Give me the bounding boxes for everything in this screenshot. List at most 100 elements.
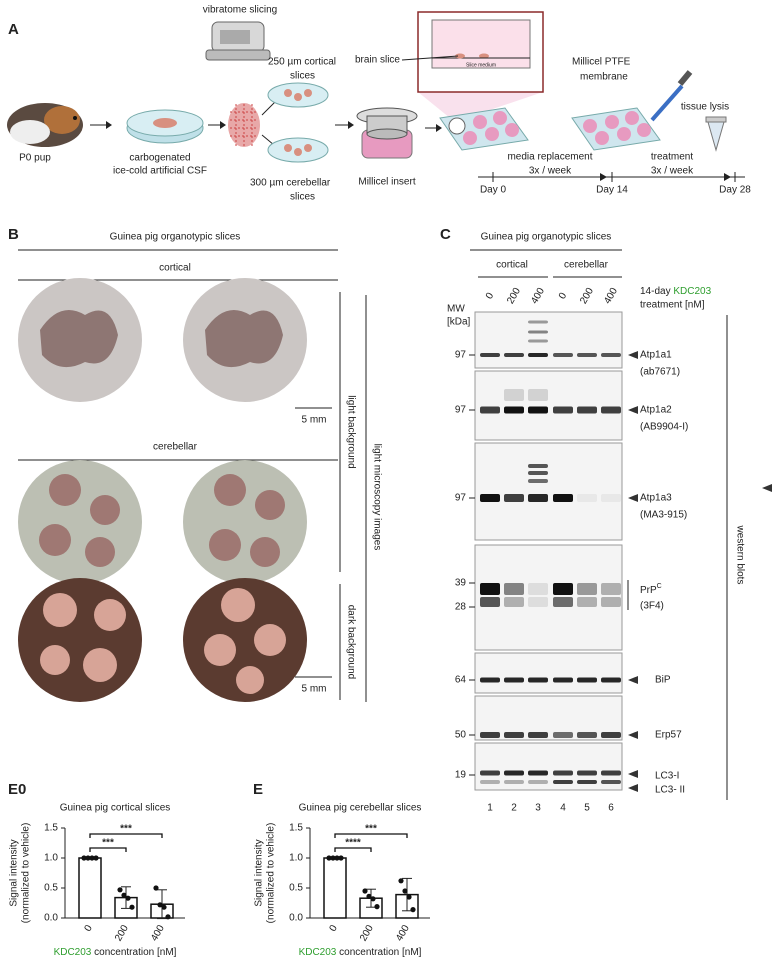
band (601, 494, 621, 502)
blot (474, 742, 623, 791)
band (528, 494, 548, 502)
step-label: slices (290, 192, 315, 203)
mw-marker: 50 (455, 730, 467, 741)
band (480, 677, 500, 683)
band (553, 494, 573, 502)
significance-bracket (334, 847, 372, 852)
data-point (366, 893, 372, 900)
band (480, 597, 500, 607)
band (553, 406, 573, 414)
band (480, 780, 500, 784)
data-point (129, 904, 135, 910)
band (553, 770, 573, 776)
mw-label: MW (447, 304, 465, 315)
group-title: cerebellar (564, 260, 609, 271)
y-tick-label: 1.0 (44, 853, 58, 864)
step-label: 3x / week (529, 166, 572, 177)
significance-bracket (89, 847, 127, 852)
band (577, 583, 597, 595)
panel-label: C (440, 226, 451, 243)
day-label: Day 28 (719, 185, 751, 196)
band (504, 353, 524, 357)
mw-marker: 97 (455, 493, 467, 504)
x-axis-label-rest: concentration [nM] (339, 947, 421, 958)
step-label: P0 pup (19, 153, 51, 164)
vibratome-icon (205, 21, 271, 61)
dose-label: 400 (602, 286, 620, 306)
dose-label: 200 (505, 286, 523, 306)
band (504, 732, 524, 738)
significance-bracket (334, 833, 408, 838)
protein-label: Erp57 (655, 730, 682, 741)
band (553, 597, 573, 607)
y-tick-label: 0.0 (289, 913, 303, 924)
band (528, 583, 548, 595)
band (480, 494, 500, 502)
x-axis-label-rest: concentration [nM] (94, 947, 176, 958)
bar (78, 857, 102, 919)
y-axis-label: Signal intensity (254, 839, 265, 906)
band (553, 780, 573, 784)
data-point (89, 855, 95, 861)
blot (474, 311, 623, 369)
band (528, 339, 548, 343)
significance-label: *** (120, 824, 132, 835)
data-point (326, 855, 332, 861)
side-label: light microscopy images (371, 444, 382, 551)
group-title: cortical (159, 263, 191, 274)
arrowhead (628, 494, 638, 502)
band (577, 353, 597, 357)
blot (474, 544, 623, 651)
protein-label: (3F4) (640, 601, 664, 612)
scale-label: 5 mm (302, 415, 327, 426)
band (480, 732, 500, 738)
panel-label: A (8, 21, 19, 38)
band (528, 770, 548, 776)
data-point (165, 914, 171, 920)
group-title: cerebellar (153, 442, 198, 453)
dose-label: 0 (557, 291, 570, 302)
band (553, 353, 573, 357)
band (504, 780, 524, 784)
band (553, 583, 573, 595)
band (601, 780, 621, 784)
side-label: western blots (734, 525, 745, 585)
data-point (334, 855, 340, 861)
protein-label: (ab7671) (640, 367, 680, 378)
blot (474, 695, 623, 741)
mw-marker: 97 (455, 405, 467, 416)
band (504, 770, 524, 776)
lane-number: 5 (584, 803, 590, 814)
band (528, 732, 548, 738)
lane-number: 3 (535, 803, 541, 814)
zoom-inset: Slice medium (417, 11, 544, 118)
band (601, 583, 621, 595)
data-point (338, 855, 344, 861)
dose-label: 0 (484, 291, 497, 302)
band (577, 780, 597, 784)
protein-label: BiP (655, 675, 671, 686)
band (480, 353, 500, 357)
band (528, 479, 548, 483)
data-point (374, 904, 380, 910)
data-point (398, 878, 404, 884)
band (504, 494, 524, 502)
step-label: Millicel PTFE (572, 57, 631, 68)
band (553, 677, 573, 683)
protein-label: Atp1a3 (640, 493, 672, 504)
well-plate-icon (571, 70, 693, 151)
band (577, 406, 597, 414)
band (504, 406, 524, 414)
panel-label: B (8, 226, 19, 243)
step-label: membrane (580, 72, 628, 83)
mw-marker: 19 (455, 770, 467, 781)
band (480, 583, 500, 595)
mw-marker: 28 (455, 602, 467, 613)
band (528, 677, 548, 683)
treatment-label: treatment [nM] (640, 300, 705, 311)
band (601, 677, 621, 683)
brain-grid-icon (228, 103, 260, 147)
band (601, 770, 621, 776)
band (504, 677, 524, 683)
